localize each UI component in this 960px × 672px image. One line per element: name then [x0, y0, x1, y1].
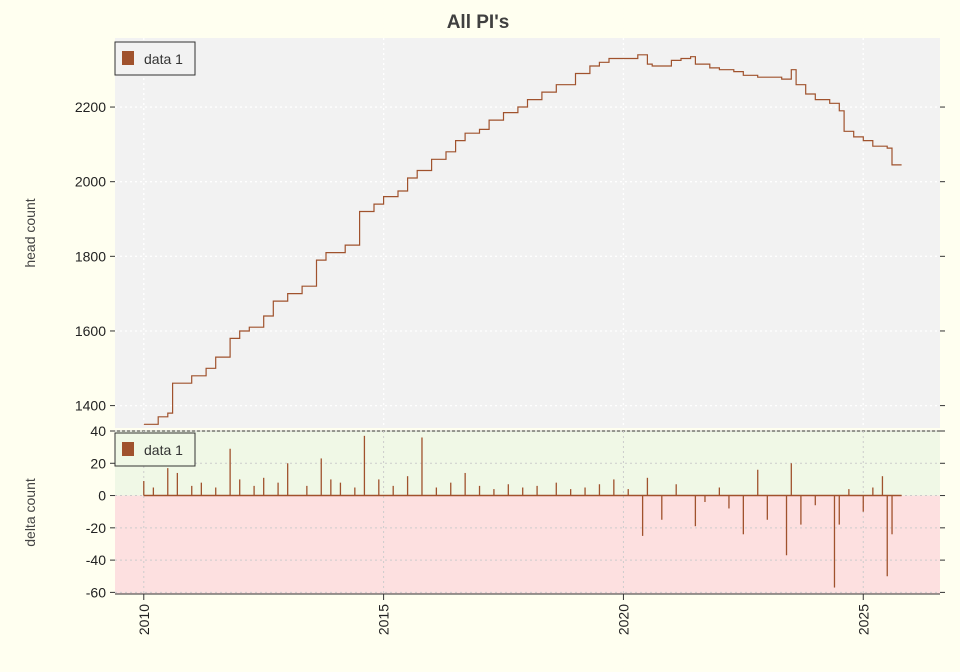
head-count-legend-swatch: [122, 51, 134, 65]
head-count-line-group: [143, 54, 902, 425]
head-count-legend: data 1: [114, 41, 196, 76]
delta-count-tick-label: -60: [86, 584, 106, 600]
x-tick-label: 2025: [855, 604, 871, 635]
chart-title: All PI's: [447, 12, 510, 33]
head-count-panel: 1400 1600 1800 2000 2200 head count data 1: [22, 38, 945, 428]
delta-count-legend-swatch: [122, 442, 134, 456]
delta-positive-region: [115, 431, 940, 496]
delta-count-tick-label: -40: [86, 552, 106, 568]
delta-count-legend-label: data 1: [144, 442, 183, 458]
head-count-tick-label: 2000: [75, 174, 106, 190]
head-count-line: [143, 54, 902, 425]
delta-count-panel: 40 20 0 -20 -40 -60 2010 2015 2020 2025 delta co…: [22, 423, 945, 635]
head-count-axis-label: head count: [22, 198, 38, 267]
head-count-tick-label: 1600: [75, 323, 106, 339]
delta-negative-region: [115, 495, 940, 594]
head-count-tick-label: 1800: [75, 248, 106, 264]
delta-count-grid: [115, 430, 940, 595]
head-count-tick-label: 1400: [75, 398, 106, 414]
x-tick-label: 2020: [615, 604, 631, 635]
head-count-legend-label: data 1: [144, 51, 183, 67]
head-count-tick-label: 2200: [75, 99, 106, 115]
head-count-y-ticks: 1400 1600 1800 2000 2200: [75, 99, 945, 414]
delta-count-tick-label: 20: [90, 455, 106, 471]
head-count-plot-background: [115, 38, 940, 428]
head-count-grid: [115, 38, 940, 428]
x-tick-label: 2015: [376, 604, 392, 635]
delta-count-tick-label: -20: [86, 520, 106, 536]
delta-count-bars: [143, 435, 902, 588]
x-tick-label: 2010: [136, 604, 152, 635]
delta-count-legend: data 1: [114, 432, 196, 467]
delta-count-tick-label: 40: [90, 423, 106, 439]
delta-count-axis-label: delta count: [22, 478, 38, 547]
delta-count-x-ticks: 2010 2015 2020 2025: [136, 594, 871, 635]
delta-count-y-ticks: 40 20 0 -20 -40 -60: [86, 423, 945, 600]
delta-count-tick-label: 0: [98, 488, 106, 504]
